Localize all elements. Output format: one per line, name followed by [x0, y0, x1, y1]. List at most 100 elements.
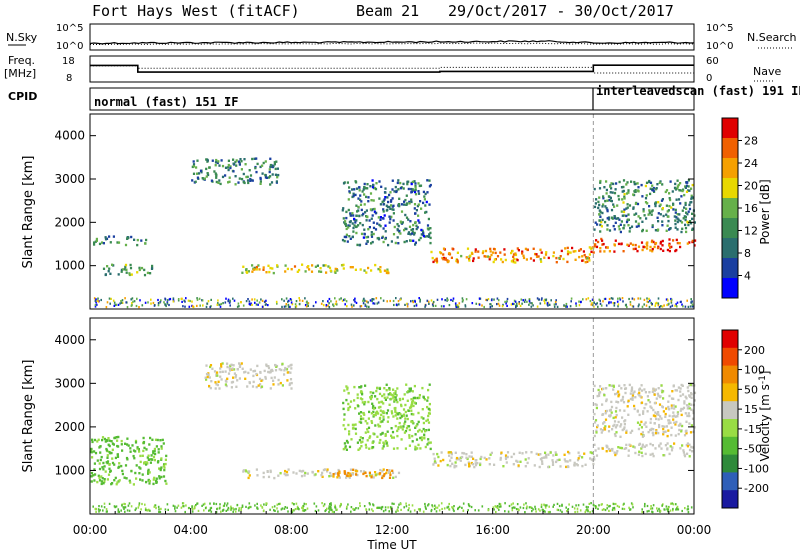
power-cell-7: [689, 201, 692, 204]
velocity-cell-4: [400, 403, 403, 407]
velocity-cell-0: [145, 448, 148, 451]
power-cell-7: [690, 194, 693, 197]
power-ground-cell: [670, 301, 673, 304]
velocity-cell-7: [684, 395, 687, 398]
velocity-cell-4: [374, 413, 377, 417]
velocity-cell-4: [354, 427, 357, 431]
power-cell-7: [683, 193, 686, 197]
velocity-ground-cell: [558, 504, 561, 508]
velocity-ground-cell: [546, 504, 548, 507]
velocity-ground-cell: [663, 508, 665, 511]
power-cell-7: [601, 211, 604, 215]
power-cell-5: [485, 255, 488, 258]
power-cell-4: [363, 186, 366, 189]
power-ground-cell: [610, 297, 613, 300]
velocity-cell-5: [479, 457, 482, 461]
power-ground-cell: [281, 305, 283, 308]
velocity-ground-cell: [496, 505, 499, 508]
power-cell-2: [218, 179, 221, 182]
velocity-cell-7: [628, 383, 631, 387]
cpid-panel-frame: [89, 87, 695, 111]
power-cell-7: [652, 189, 655, 192]
velocity-ground-cell: [155, 507, 157, 510]
power-cell-7: [607, 216, 610, 219]
velocity-cell-7: [688, 422, 691, 425]
velocity-cell-7: [655, 417, 658, 421]
power-ground-cell: [368, 305, 370, 308]
power-cell-4: [418, 221, 421, 224]
power-cell-7: [634, 220, 638, 223]
velocity-cell-2: [321, 475, 324, 478]
power-ground-cell: [414, 300, 416, 303]
power-cell-2: [248, 169, 251, 172]
velocity-cell-4: [379, 405, 382, 409]
power-cell-6: [606, 246, 609, 249]
velocity-ground-cell: [535, 510, 537, 513]
velocity-cell-5: [447, 451, 450, 454]
velocity-cell-7: [615, 431, 618, 434]
power-cell-4: [422, 232, 425, 235]
velocity-cell-0: [109, 452, 112, 455]
power-ground-cell: [191, 300, 193, 303]
power-cell-6: [668, 244, 671, 247]
power-cell-7: [672, 208, 675, 211]
velocity-cell-0: [157, 460, 160, 463]
power-cell-2: [200, 171, 203, 174]
power-cell-4: [412, 223, 415, 227]
power-cell-7: [608, 229, 612, 232]
velocity-ground-cell: [294, 508, 297, 511]
velocity-cell-7: [657, 418, 660, 421]
velocity-cell-0: [147, 454, 150, 457]
power-cell-7: [659, 180, 662, 183]
velocity-cell-5: [455, 456, 459, 460]
power-cell-3: [286, 267, 289, 271]
power-cell-4: [375, 182, 378, 185]
velocity-ground-cell: [256, 507, 258, 510]
power-cell-2: [207, 173, 210, 177]
beam-label: Beam 21: [356, 2, 419, 20]
velocity-ground-cell: [330, 504, 332, 507]
velocity-cell-5: [558, 458, 561, 461]
power-ground-cell: [593, 301, 595, 304]
velocity-cell-7: [595, 431, 598, 434]
velocity-cell-5: [449, 459, 452, 462]
velocity-cell-5: [551, 461, 555, 464]
power-cell-7: [634, 190, 637, 193]
velocity-cell-7: [677, 386, 680, 389]
power-cell-5: [477, 256, 480, 259]
velocity-ground-cell: [604, 508, 607, 512]
power-cell-4: [412, 239, 415, 242]
power-cell-2: [227, 181, 230, 184]
power-ground-cell: [159, 301, 161, 304]
power-ground-cell: [415, 304, 418, 307]
velocity-ground-cell: [277, 510, 279, 513]
velocity-cell-7: [693, 426, 696, 429]
power-ground-cell: [632, 305, 635, 308]
velocity-cell-7: [631, 429, 634, 433]
power-ground-cell: [166, 301, 169, 304]
velocity-ground-cell: [160, 507, 162, 510]
velocity-cell-3: [352, 468, 355, 471]
power-cell-7: [644, 201, 648, 204]
velocity-cell-7: [657, 387, 660, 390]
power-ground-cell: [198, 297, 201, 300]
power-ground-cell: [427, 300, 430, 303]
power-cell-6: [694, 239, 697, 242]
power-ground-cell: [377, 301, 380, 304]
power-cell-4: [392, 219, 395, 222]
velocity-ground-cell: [177, 504, 180, 507]
velocity-cell-5: [519, 460, 522, 463]
power-cell-6: [691, 239, 694, 243]
velocity-cell-0: [101, 436, 105, 439]
velocity-ground-cell: [241, 504, 244, 507]
velocity-ground-cell: [522, 506, 525, 510]
power-ground-cell: [553, 303, 556, 306]
power-ground-cell: [131, 297, 134, 300]
power-cell-6: [597, 240, 600, 244]
power-cell-4: [390, 204, 393, 207]
power-cell-7: [633, 180, 636, 184]
power-ground-cell: [646, 300, 649, 303]
velocity-ground-cell: [494, 505, 497, 508]
power-cell-7: [599, 181, 602, 184]
power-cell-7: [685, 207, 688, 210]
